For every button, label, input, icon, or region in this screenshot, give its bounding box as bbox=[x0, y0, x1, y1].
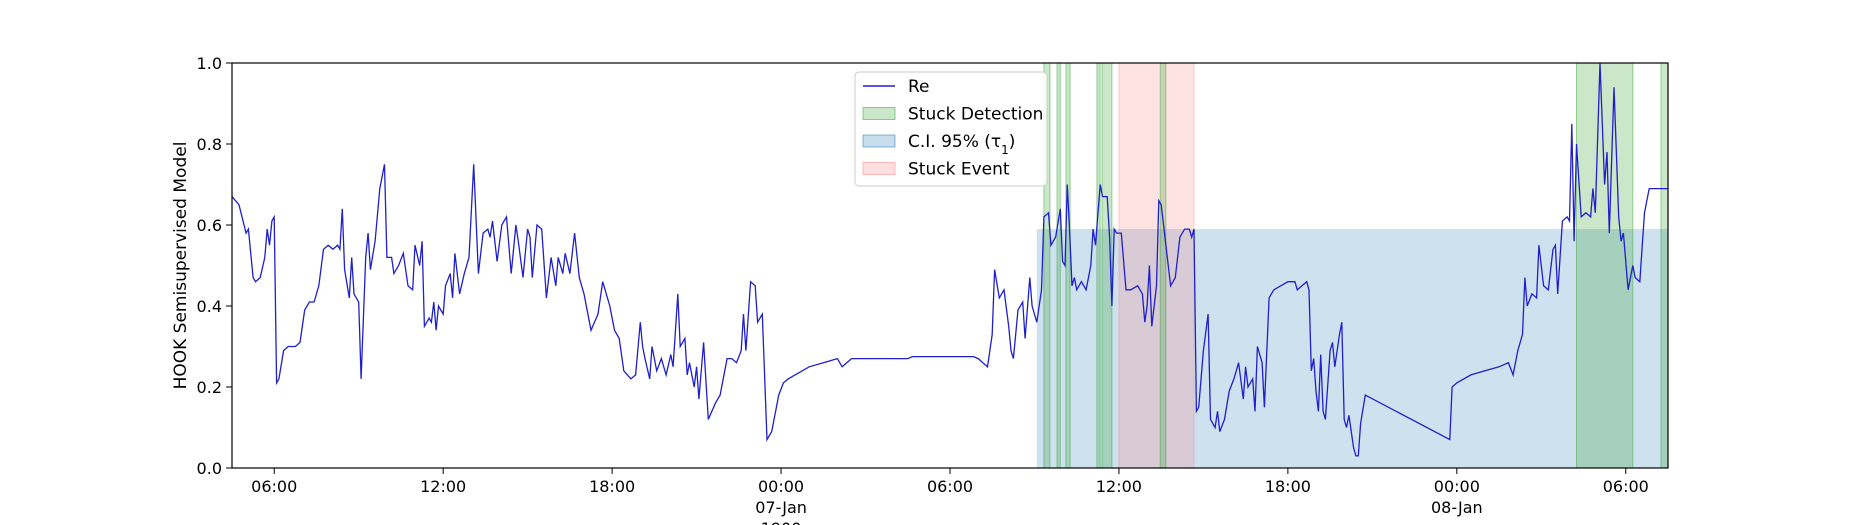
y-tick-label: 0.0 bbox=[197, 459, 222, 478]
y-tick-label: 1.0 bbox=[197, 54, 222, 73]
x-tick-label: 18:00 bbox=[589, 477, 635, 496]
x-tick-label: 06:00 bbox=[1603, 477, 1649, 496]
x-tick-label: 18:00 bbox=[1265, 477, 1311, 496]
series-line-re bbox=[231, 62, 1668, 457]
legend-box bbox=[854, 71, 1048, 187]
stuck-detection-band bbox=[1575, 62, 1634, 469]
legend-label: Stuck Event bbox=[908, 160, 1010, 180]
y-tick-label: 0.8 bbox=[197, 135, 222, 154]
legend-swatch bbox=[862, 107, 896, 120]
x-tick-label: 12:00 bbox=[420, 477, 466, 496]
x-tick-label: 06:00 bbox=[927, 477, 973, 496]
stuck-detection-band bbox=[1096, 62, 1101, 469]
legend-swatch bbox=[862, 162, 896, 175]
shaded-bands bbox=[1036, 62, 1669, 469]
stuck-detection-band bbox=[1159, 62, 1167, 469]
x-tick-year-label: 1900 bbox=[761, 519, 802, 525]
stuck-detection-band bbox=[1056, 62, 1061, 469]
series-layer bbox=[231, 62, 1668, 457]
stuck-detection-band bbox=[1065, 62, 1071, 469]
x-tick-label: 00:00 bbox=[1434, 477, 1480, 496]
x-tick-label: 00:00 bbox=[758, 477, 804, 496]
x-tick-label: 06:00 bbox=[251, 477, 297, 496]
y-tick-label: 0.4 bbox=[197, 297, 222, 316]
y-tick-label: 0.6 bbox=[197, 216, 222, 235]
x-axis: 06:00 12:00 18:00 00:00 07-Jan 1900 06:00 12:00… bbox=[251, 468, 1649, 525]
x-tick-label: 12:00 bbox=[1096, 477, 1142, 496]
y-axis-title: HOOK Semisupervised Model bbox=[171, 142, 191, 390]
legend-label: Re bbox=[908, 77, 930, 97]
x-tick-date-label: 08-Jan bbox=[1431, 498, 1483, 517]
ci-band bbox=[1036, 229, 1668, 468]
legend-swatch bbox=[862, 134, 896, 148]
stuck-detection-band bbox=[1660, 62, 1669, 469]
x-tick-date-label: 07-Jan bbox=[755, 498, 807, 517]
y-axis: 0.0 0.2 0.4 0.6 0.8 1.0 bbox=[197, 54, 232, 478]
legend-label: Stuck Detection bbox=[908, 105, 1043, 125]
y-tick-label: 0.2 bbox=[197, 378, 222, 397]
